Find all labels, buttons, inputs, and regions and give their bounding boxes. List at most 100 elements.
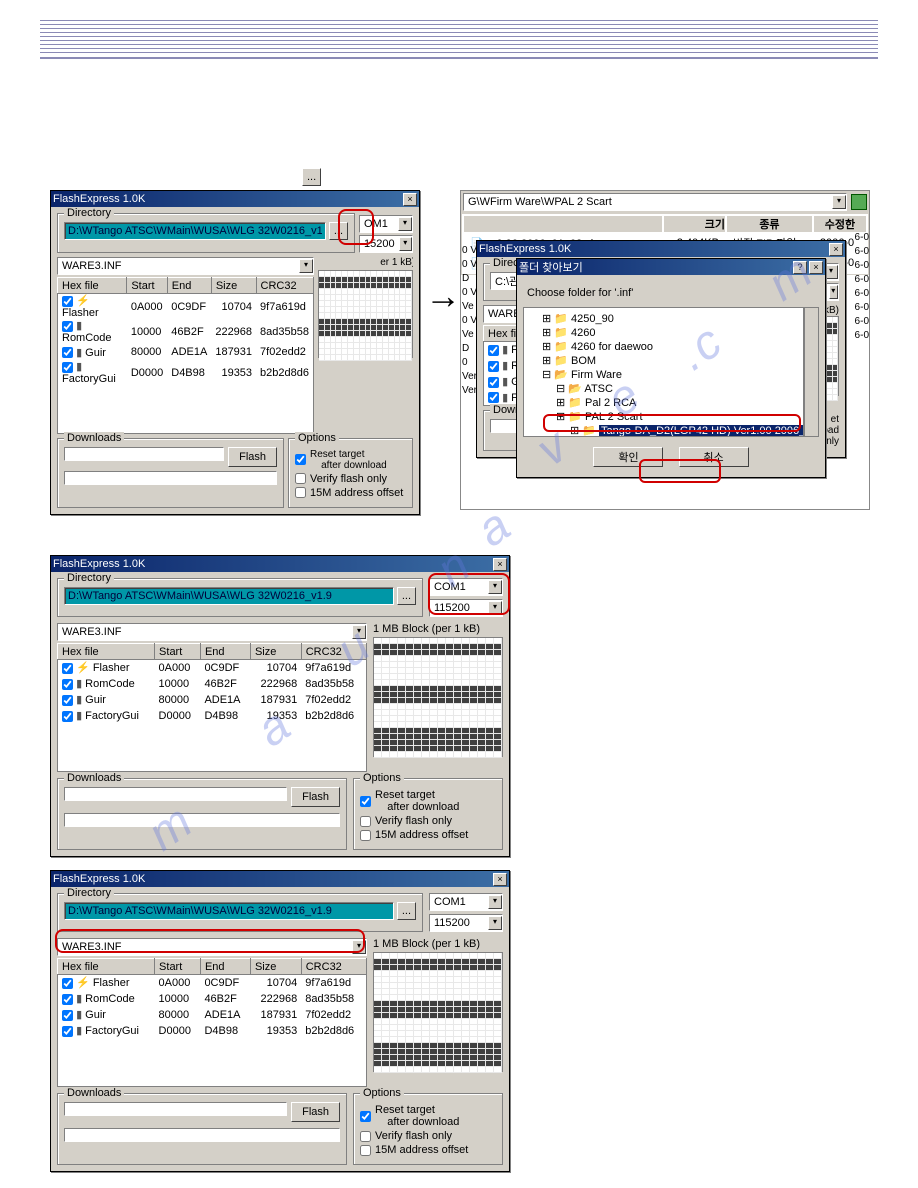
options-legend: Options — [295, 432, 339, 444]
go-icon[interactable] — [851, 194, 867, 210]
offset-checkbox[interactable] — [295, 487, 306, 498]
opt-offset-label: 15M address offset — [375, 1144, 468, 1156]
directory-legend: Directory — [64, 207, 114, 219]
com-port-select[interactable]: COM1▾ — [429, 578, 503, 596]
table-row[interactable]: ▮ Guir80000ADE1A1879317f02edd2 — [58, 1007, 367, 1023]
inf-select[interactable]: WARE3.INF▾ — [57, 938, 367, 956]
folder-browse-dialog: 폴더 찾아보기 ? × Choose folder for '.inf' ⊞ 📁… — [516, 258, 826, 478]
directory-legend: Directory — [64, 887, 114, 899]
table-row[interactable]: ⚡ Flasher0A0000C9DF107049f7a619d — [58, 660, 367, 676]
verify-flash-checkbox[interactable] — [360, 816, 371, 827]
table-row[interactable]: ▮ FactoryGuiD0000D4B9819353b2b2d8d6 — [58, 360, 314, 385]
directory-input[interactable] — [64, 222, 326, 240]
table-row[interactable]: ▮ RomCode1000046B2F2229688ad35b58 — [58, 319, 314, 344]
window-title: FlashExpress 1.0K — [479, 243, 829, 255]
opt-verify-label: Verify flash only — [375, 1130, 452, 1142]
window-title: FlashExpress 1.0K — [53, 193, 403, 205]
table-row[interactable]: ▮ RomCode1000046B2F2229688ad35b58 — [58, 676, 367, 692]
downloads-legend: Downloads — [64, 432, 124, 444]
memory-block-grid — [373, 637, 503, 757]
offset-checkbox[interactable] — [360, 830, 371, 841]
explorer-path[interactable]: G\WFirm Ware\WPAL 2 Scart▾ — [463, 193, 847, 211]
opt-reset-label: Reset target after download — [375, 1104, 459, 1128]
browse-button[interactable]: ... — [397, 587, 416, 605]
verify-flash-checkbox[interactable] — [295, 473, 306, 484]
close-icon[interactable]: × — [829, 243, 843, 256]
memory-block-grid — [318, 270, 413, 358]
folder-tree[interactable]: ⊞ 📁 4250_90⊞ 📁 4260⊞ 📁 4260 for daewoo⊞ … — [523, 307, 804, 437]
dialog-title: 폴더 찾아보기 — [519, 259, 793, 275]
progress-bar-2 — [64, 813, 340, 827]
opt-offset-label: 15M address offset — [310, 487, 403, 499]
browse-button[interactable]: ... — [397, 902, 416, 920]
progress-bar — [64, 447, 224, 461]
table-row[interactable]: ▮ Guir80000ADE1A1879317f02edd2 — [58, 692, 367, 708]
table-row[interactable]: ⚡ Flasher0A0000C9DF107049f7a619d — [58, 975, 367, 991]
memory-block-grid — [373, 952, 503, 1072]
hex-file-table: Hex fileStartEndSizeCRC32 ⚡ Flasher0A000… — [57, 958, 367, 1087]
baud-rate-select[interactable]: 115200▾ — [429, 599, 503, 617]
block-label: 1 MB Block (per 1 kB) — [373, 938, 503, 950]
chevron-down-icon: ▾ — [352, 625, 366, 639]
ok-button[interactable]: 확인 — [593, 447, 663, 467]
window-title: FlashExpress 1.0K — [53, 873, 493, 885]
chevron-down-icon: ▾ — [488, 601, 502, 615]
directory-input[interactable] — [64, 587, 394, 605]
com-port-select[interactable]: COM1▾ — [429, 893, 503, 911]
dialog-prompt: Choose folder for '.inf' — [523, 281, 819, 307]
flashexpress-window-3: FlashExpress 1.0K× Directory ... COM1▾ 1… — [50, 870, 510, 1172]
table-row[interactable]: ▮ RomCode1000046B2F2229688ad35b58 — [58, 991, 367, 1007]
table-row[interactable]: ▮ FactoryGuiD0000D4B9819353b2b2d8d6 — [58, 1023, 367, 1039]
window-title: FlashExpress 1.0K — [53, 558, 493, 570]
close-icon[interactable]: × — [493, 873, 507, 886]
inline-browse-btn[interactable]: ... — [302, 168, 321, 186]
hex-file-table: Hex fileStartEndSizeCRC32 ⚡ Flasher0A000… — [57, 643, 367, 772]
flashexpress-window-2: FlashExpress 1.0K× Directory ... COM1▾ 1… — [50, 555, 510, 857]
browse-button[interactable]: ... — [329, 222, 348, 240]
table-row[interactable]: ▮ FactoryGuiD0000D4B9819353b2b2d8d6 — [58, 708, 367, 724]
help-icon[interactable]: ? — [793, 261, 807, 274]
scrollbar[interactable] — [804, 307, 819, 437]
block-label: 1 MB Block (per 1 kB) — [373, 623, 503, 635]
baud-rate-select[interactable]: 115200▾ — [429, 914, 503, 932]
table-row[interactable]: ⚡ Flasher0A0000C9DF107049f7a619d — [58, 294, 314, 320]
options-legend: Options — [360, 1087, 404, 1099]
chevron-down-icon: ▾ — [398, 217, 412, 231]
chevron-down-icon: ▾ — [832, 195, 846, 209]
verify-flash-checkbox[interactable] — [360, 1131, 371, 1142]
flash-button[interactable]: Flash — [291, 787, 340, 807]
titlebar: FlashExpress 1.0K × — [51, 191, 419, 207]
downloads-legend: Downloads — [64, 1087, 124, 1099]
arrow-icon: → — [425, 275, 461, 317]
chevron-down-icon: ▾ — [299, 259, 313, 273]
close-icon[interactable]: × — [493, 558, 507, 571]
downloads-legend: Downloads — [64, 772, 124, 784]
directory-legend: Directory — [64, 572, 114, 584]
chevron-down-icon: ▾ — [488, 580, 502, 594]
chevron-down-icon: ▾ — [488, 916, 502, 930]
version-labels: 0 V0 VD0 VVe0 VVeD0VerVer — [462, 244, 477, 398]
reset-target-checkbox[interactable] — [295, 454, 306, 465]
com-port-select[interactable]: OM1▾ — [359, 215, 413, 233]
reset-target-checkbox[interactable] — [360, 796, 371, 807]
table-row[interactable]: ▮ Guir80000ADE1A1879317f02edd2 — [58, 344, 314, 360]
close-icon[interactable]: × — [403, 193, 417, 206]
inf-select[interactable]: WARE3.INF▾ — [57, 623, 367, 641]
progress-bar-2 — [64, 1128, 340, 1142]
chevron-down-icon: ▾ — [488, 895, 502, 909]
opt-reset-label: Reset target after download — [310, 449, 387, 471]
progress-bar-2 — [64, 471, 277, 485]
close-icon[interactable]: × — [809, 261, 823, 274]
baud-rate-select[interactable]: 15200▾ — [359, 235, 413, 253]
inf-select[interactable]: WARE3.INF▾ — [57, 257, 314, 275]
chevron-down-icon: ▾ — [399, 237, 412, 251]
directory-input[interactable] — [64, 902, 394, 920]
offset-checkbox[interactable] — [360, 1145, 371, 1156]
progress-bar — [64, 787, 287, 801]
cancel-button[interactable]: 취소 — [679, 447, 749, 467]
flash-button[interactable]: Flash — [228, 447, 277, 467]
reset-target-checkbox[interactable] — [360, 1111, 371, 1122]
options-legend: Options — [360, 772, 404, 784]
chevron-down-icon: ▾ — [352, 940, 366, 954]
flash-button[interactable]: Flash — [291, 1102, 340, 1122]
